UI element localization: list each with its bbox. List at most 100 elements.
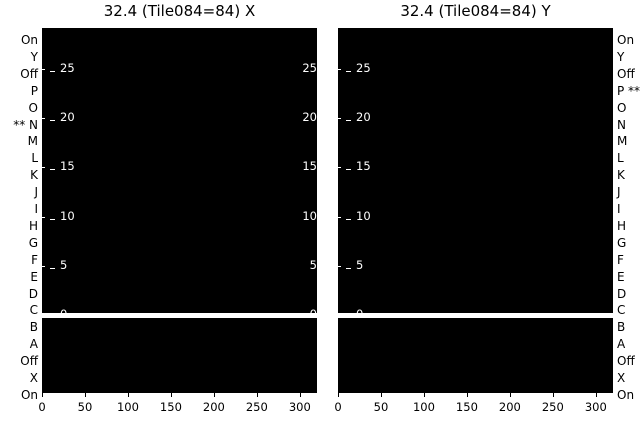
panel-x: 32.4 (Tile084=84) X 25 20 15 10 5 0 25 20 15 10 5 0 [42,2,317,393]
category-label-right-16: C [617,303,626,318]
spine-tick-mark [42,118,45,120]
inner-y-tick-label: 10 [302,208,317,223]
x-tick-mark-50 [380,393,382,397]
inner-y-tick-right-5: 5 [310,259,317,272]
tick-dash-icon [50,213,57,220]
panel-x-title: 32.4 (Tile084=84) X [103,2,256,20]
category-label-right-9: J [617,185,621,200]
category-label-left-13: F [31,252,38,267]
spine-tick-mark [42,69,45,70]
x-tick-label-300: 300 [584,400,607,414]
x-tick-label-100: 100 [412,400,435,414]
inner-y-tick-left-15: 15 [346,161,371,173]
category-label-left-16: C [29,303,38,318]
inner-y-tick-label: 10 [356,208,371,223]
category-label-left-6: M [27,134,38,149]
x-tick-label-100: 100 [116,400,139,414]
spine-tick-mark [42,216,45,218]
category-label-right-11: H [617,218,627,233]
spine-tick-mark [338,69,341,70]
category-label-right-7: L [617,151,624,166]
spine-tick-mark [338,265,341,267]
category-label-left-4: O [28,100,38,115]
category-label-right-6: M [617,134,628,149]
category-label-left-7: L [31,151,38,166]
category-label-right-12: G [617,235,627,250]
category-label-right-21: On [617,387,635,402]
inner-y-tick-label: 15 [356,159,371,174]
category-label-right-8: K [617,168,625,183]
tick-dash-icon [50,262,57,269]
inner-y-tick-label: 20 [356,110,371,125]
x-tick-label-150: 150 [455,400,478,414]
inner-y-tick-label: 20 [302,110,317,125]
category-label-left-14: E [30,269,38,284]
x-tick-mark-0 [338,393,339,397]
category-label-left-21: On [20,387,38,402]
tick-dash-icon [346,65,353,72]
inner-y-tick-label: 0 [60,307,67,313]
category-label-right-1: Y [617,49,625,64]
tick-dash-icon [50,163,57,170]
x-tick-mark-150 [466,393,468,397]
inner-y-tick-label: 5 [60,257,68,272]
x-tick-label-200: 200 [202,400,225,414]
inner-y-tick-left-0: 0 [346,307,363,313]
outer-left-category-axis: On Y Off P O ** N M L K J I H G F E D C B A Off X On [0,28,38,401]
category-label-right-5: N [617,117,626,132]
tick-dash-icon [50,65,57,72]
category-label-left-17: B [29,320,38,335]
category-label-left-12: G [28,235,38,250]
inner-y-tick-label: 25 [302,61,317,75]
category-label-right-3: P ** [617,83,640,98]
x-tick-mark-200 [509,393,511,397]
tick-dash-icon [346,163,353,170]
category-label-left-9: J [34,185,38,200]
category-label-right-17: B [617,320,626,335]
category-label-left-5: ** N [13,117,38,132]
inner-y-tick-left-10: 10 [50,210,75,223]
inner-y-tick-label: 0 [356,307,363,313]
category-label-left-20: X [29,371,38,385]
inner-y-tick-right-25: 25 [302,61,317,75]
inner-y-tick-label: 15 [60,159,75,174]
x-tick-mark-150 [170,393,172,397]
inner-y-tick-label: 5 [356,257,364,272]
category-label-left-3: P [30,83,38,98]
x-tick-mark-300 [299,393,301,397]
x-tick-label-300: 300 [288,400,311,414]
panel-x-lower-axes[interactable] [42,318,317,393]
inner-y-tick-label: 15 [302,159,317,174]
spine-tick-mark [42,265,45,267]
x-tick-mark-200 [213,393,215,397]
category-label-left-10: I [34,202,38,216]
category-label-right-13: F [617,252,624,267]
panel-x-upper-axes[interactable]: 25 20 15 10 5 0 25 20 15 10 5 0 [42,28,317,313]
inner-y-tick-right-15: 15 [302,161,317,173]
x-tick-mark-250 [552,393,554,397]
inner-y-tick-left-5: 5 [50,257,68,272]
tick-dash-icon [346,213,353,220]
inner-y-tick-right-20: 20 [302,110,317,125]
panel-y-lower-axes[interactable] [338,318,613,393]
category-label-right-0: On [617,33,635,47]
category-label-left-19: Off [20,354,38,369]
x-tick-mark-300 [595,393,597,397]
tick-dash-icon [346,262,353,269]
category-label-left-11: H [28,218,38,233]
outer-right-category-axis: On Y Off P ** O N M L K J I H G F E D C B A Off X On [617,28,640,401]
inner-y-tick-left-5: 5 [346,257,364,272]
panel-y-upper-axes[interactable]: 25 20 15 10 5 0 [338,28,613,313]
tick-dash-icon [50,311,57,313]
category-label-right-14: E [617,269,625,284]
x-tick-mark-100 [423,393,425,397]
inner-y-tick-label: 25 [356,61,371,75]
panel-y-title: 32.4 (Tile084=84) Y [400,2,551,20]
category-label-left-18: A [29,337,38,352]
x-tick-label-0: 0 [38,400,46,414]
inner-y-tick-left-15: 15 [50,161,75,173]
category-label-right-4: O [617,100,627,115]
x-tick-mark-0 [42,393,43,397]
category-label-left-2: Off [20,66,38,81]
